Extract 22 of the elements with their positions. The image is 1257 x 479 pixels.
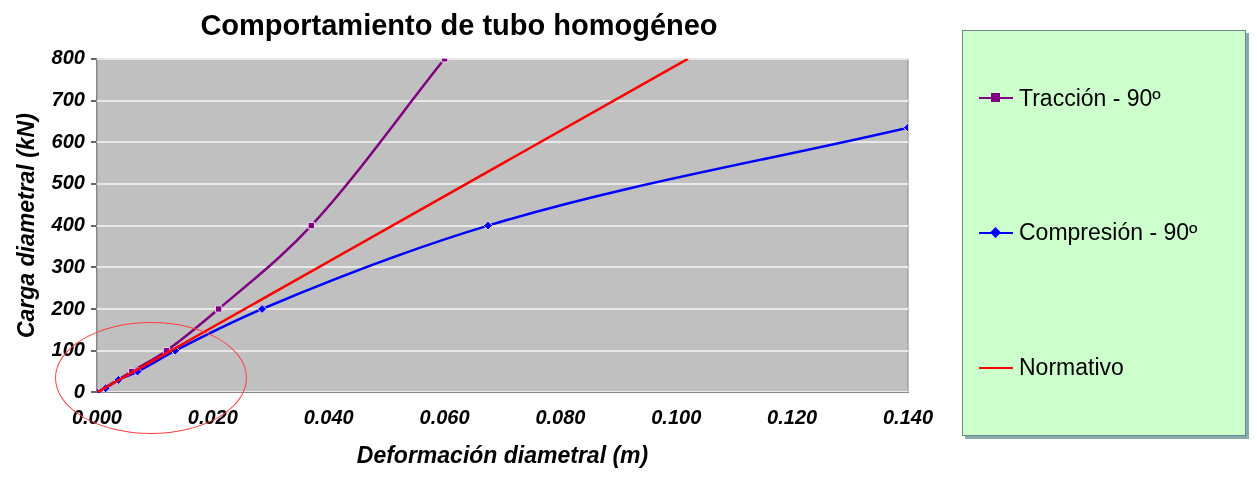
legend-label: Compresión - 90º xyxy=(1019,219,1198,247)
x-tick-label: 0.020 xyxy=(187,405,238,428)
y-tick-label: 800 xyxy=(51,46,85,69)
y-tick-label: 600 xyxy=(51,129,85,152)
chart-title: Comportamiento de tubo homogéneo xyxy=(200,9,718,42)
x-tick-label: 0.120 xyxy=(767,405,818,428)
y-tick-label: 500 xyxy=(51,171,85,194)
legend-label: Tracción - 90º xyxy=(1019,84,1161,112)
y-tick-label: 700 xyxy=(51,88,85,111)
x-tick-label: 0.080 xyxy=(535,405,586,428)
y-tick-label: 300 xyxy=(51,254,85,277)
legend-label: Normativo xyxy=(1019,354,1124,382)
y-tick-label: 400 xyxy=(50,213,85,236)
y-tick-label: 0 xyxy=(73,379,85,402)
y-axis-title: Carga diametral (kN) xyxy=(13,113,40,339)
y-tick-label: 200 xyxy=(50,296,85,319)
x-tick-label: 0.100 xyxy=(651,405,702,428)
x-axis-title: Deformación diametral (m) xyxy=(356,441,649,468)
x-tick-label: 0.000 xyxy=(71,405,122,428)
x-tick-label: 0.140 xyxy=(882,405,934,428)
x-tick-label: 0.060 xyxy=(419,405,470,428)
x-tick-label: 0.040 xyxy=(303,405,354,428)
